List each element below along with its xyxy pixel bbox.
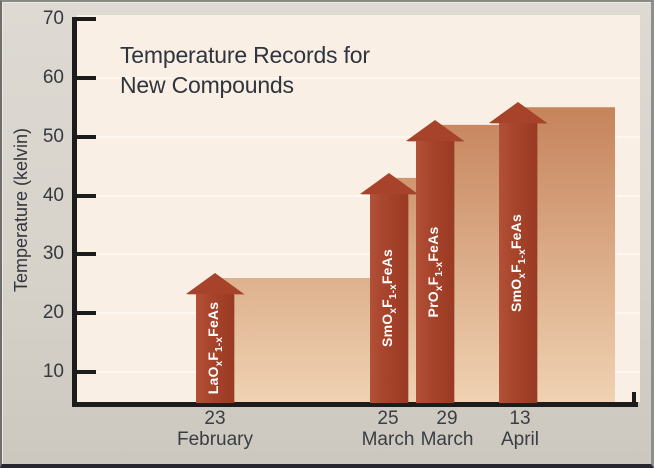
compound-subscript: x [213, 361, 225, 367]
y-axis-title: Temperature (kelvin) [11, 127, 31, 293]
compound-text: PrO [425, 291, 442, 318]
compound-subscript: 1-x [213, 337, 225, 353]
y-axis-line [72, 17, 77, 407]
compound-label: SmOxF1-xFeAs [379, 249, 399, 347]
gridline-40 [77, 194, 640, 197]
y-tick-70 [77, 17, 96, 21]
date-day: 25 [377, 408, 399, 429]
y-tick-label-10: 10 [42, 361, 64, 383]
x-tick-label-2: 25 March [318, 408, 458, 450]
compound-text: LaO [205, 366, 222, 395]
x-tick-label-3: 29 March [377, 408, 517, 450]
date-month: March [420, 429, 474, 450]
y-tick-10 [77, 370, 96, 375]
x-axis-line [72, 402, 638, 407]
compound-subscript: 1-x [387, 284, 399, 300]
arrow-up-icon [186, 272, 244, 294]
compound-label: LaOxF1-xFeAs [205, 302, 225, 394]
compound-text: FeAs [425, 226, 442, 262]
compound-arrow-1: LaOxF1-xFeAs [186, 272, 244, 403]
compound-text: F [205, 352, 222, 362]
arrow-body: SmOxF1-xFeAs [499, 123, 537, 403]
compound-text: FeAs [379, 249, 396, 285]
compound-subscript: x [387, 308, 399, 315]
date-month: April [500, 429, 539, 450]
compound-text: F [425, 276, 442, 286]
arrow-up-icon [489, 102, 547, 124]
date-day: 29 [436, 408, 458, 429]
compound-subscript: 1-x [433, 261, 445, 277]
gridline-60 [77, 76, 640, 79]
gridline-20 [77, 312, 640, 315]
y-tick-label-50: 50 [42, 125, 64, 147]
y-tick-label-70: 70 [42, 8, 64, 29]
date-month: March [361, 429, 415, 450]
compound-label: SmOxF1-xFeAs [508, 214, 528, 312]
compound-subscript: x [433, 285, 445, 292]
arrow-body: SmOxF1-xFeAs [370, 193, 408, 403]
compound-subscript: x [516, 273, 528, 279]
chart-title: Temperature Records for New Compounds [120, 40, 370, 100]
y-tick-60 [77, 75, 96, 80]
compound-text: F [379, 299, 396, 309]
chart-title-line-2: New Compounds [120, 72, 294, 98]
y-tick-40 [77, 193, 96, 198]
compound-text: F [508, 264, 525, 274]
y-tick-label-20: 20 [42, 302, 64, 324]
compound-text: FeAs [205, 302, 222, 338]
compound-text: SmO [508, 278, 525, 313]
y-tick-20 [77, 311, 96, 316]
date-day: 23 [204, 408, 226, 429]
compound-subscript: 1-x [516, 249, 528, 265]
x-tick-label-1: 23 February [145, 408, 285, 450]
arrow-body: LaOxF1-xFeAs [196, 293, 234, 403]
x-tick-label-4: 13 April [450, 408, 590, 450]
compound-arrow-4: SmOxF1-xFeAs [489, 102, 547, 403]
chart-title-line-1: Temperature Records for [120, 42, 370, 68]
arrow-body: PrOxF1-xFeAs [416, 140, 454, 403]
compound-text: FeAs [508, 214, 525, 250]
gridline-50 [77, 135, 640, 138]
date-month: February [176, 429, 254, 450]
compound-label: PrOxF1-xFeAs [425, 226, 445, 317]
compound-text: SmO [379, 314, 396, 348]
y-tick-label-40: 40 [42, 184, 64, 206]
y-tick-50 [77, 134, 96, 139]
x-axis-tick-2 [632, 392, 636, 403]
date-day: 13 [509, 408, 531, 429]
y-tick-30 [77, 252, 96, 257]
gridline-30 [77, 253, 640, 256]
compound-arrow-3: PrOxF1-xFeAs [406, 119, 464, 403]
y-tick-label-60: 60 [42, 66, 64, 88]
arrow-up-icon [406, 119, 464, 141]
y-tick-label-30: 30 [42, 243, 64, 265]
gridline-10 [77, 371, 640, 374]
